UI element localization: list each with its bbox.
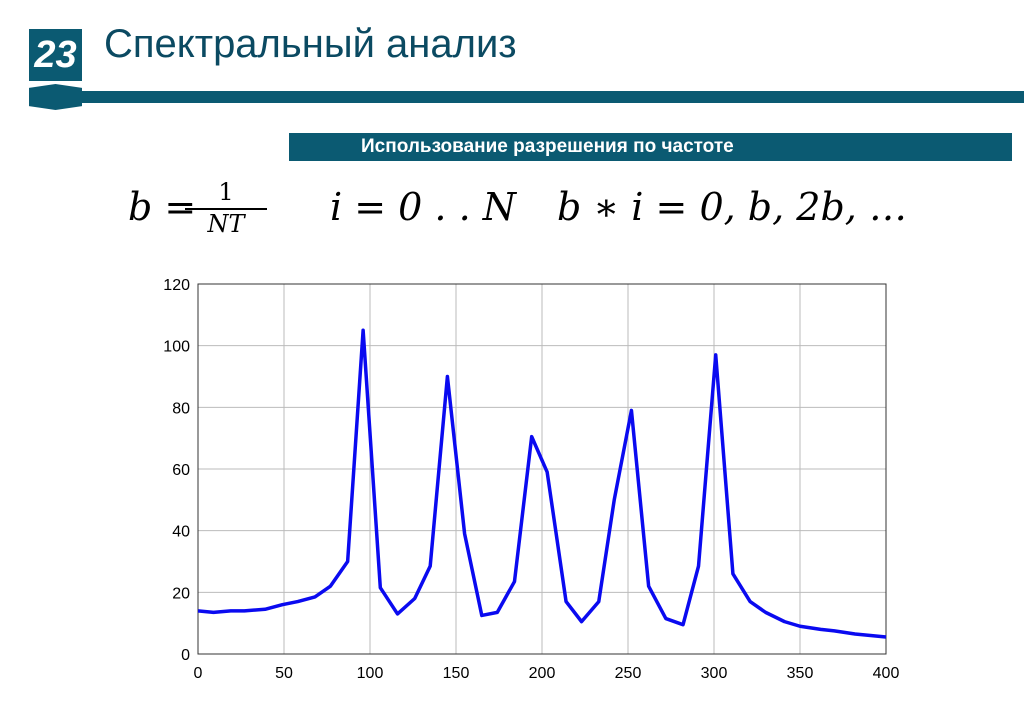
header-rule [82, 91, 1024, 103]
x-tick-label: 100 [357, 665, 384, 682]
formula-i-range: i = 0 . . N [330, 185, 516, 229]
x-tick-label: 350 [787, 665, 814, 682]
y-tick-label: 100 [163, 339, 190, 356]
x-tick-label: 300 [701, 665, 728, 682]
slide-number: 23 [34, 33, 77, 76]
y-tick-label: 120 [163, 277, 190, 294]
section-subtitle: Использование разрешения по частоте [361, 136, 734, 157]
x-tick-label: 50 [275, 665, 293, 682]
plot-frame [197, 283, 887, 655]
y-tick-label: 60 [172, 462, 190, 479]
y-tick-label: 80 [172, 400, 190, 417]
y-tick-label: 40 [172, 524, 190, 541]
y-tick-label: 20 [172, 585, 190, 602]
x-tick-label: 0 [194, 665, 203, 682]
formula-frequencies: b ∗ i = 0, b, 2b, … [557, 185, 907, 229]
section-banner: Использование разрешения по частоте [289, 133, 1012, 161]
formula-b: b = [128, 185, 197, 229]
y-tick-label: 0 [181, 647, 190, 664]
x-tick-label: 400 [873, 665, 900, 682]
fraction-numerator: 1 [185, 178, 267, 210]
badge-decoration [29, 84, 82, 110]
x-tick-label: 150 [443, 665, 470, 682]
fraction-denominator: NT [207, 210, 245, 238]
slide-number-badge: 23 [29, 29, 82, 81]
x-tick-label: 250 [615, 665, 642, 682]
x-tick-label: 200 [529, 665, 556, 682]
slide-title: Спектральный анализ [104, 22, 517, 66]
fraction: 1 NT [185, 178, 267, 238]
